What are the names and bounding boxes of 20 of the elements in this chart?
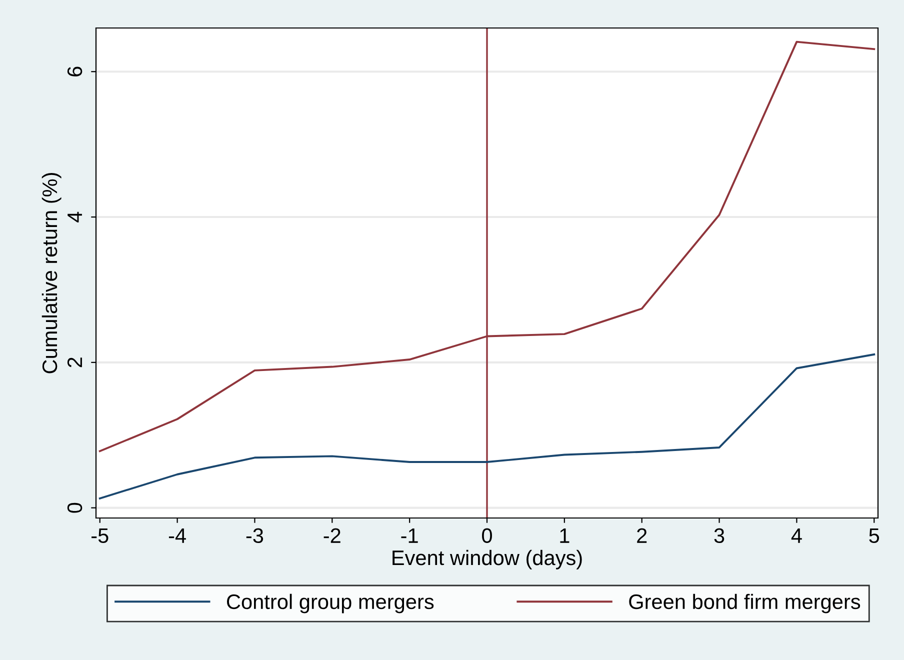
legend-label: Control group mergers bbox=[226, 594, 434, 614]
legend-label: Green bond firm mergers bbox=[629, 594, 860, 614]
x-tick-label: 0 bbox=[482, 528, 492, 544]
x-tick-label: 1 bbox=[560, 528, 570, 543]
x-tick-label: -1 bbox=[401, 528, 418, 543]
x-tick-label: 2 bbox=[637, 528, 647, 543]
x-tick-label: 4 bbox=[791, 528, 802, 543]
y-axis-title: Cumulative return (%) bbox=[42, 172, 62, 374]
x-tick-label: -2 bbox=[324, 528, 340, 543]
y-tick-label: 4 bbox=[68, 212, 82, 222]
x-tick-label: -5 bbox=[92, 528, 108, 544]
y-tick-label: 6 bbox=[67, 66, 82, 76]
x-tick-label: 5 bbox=[869, 528, 880, 544]
x-axis-title: Event window (days) bbox=[392, 550, 582, 570]
x-tick-label: -4 bbox=[168, 528, 186, 543]
x-tick-label: 3 bbox=[714, 528, 724, 544]
line-series bbox=[98, 353, 876, 500]
x-tick-label: -3 bbox=[246, 528, 264, 544]
y-tick-label: 0 bbox=[67, 502, 82, 513]
y-tick-label: 2 bbox=[67, 358, 82, 368]
